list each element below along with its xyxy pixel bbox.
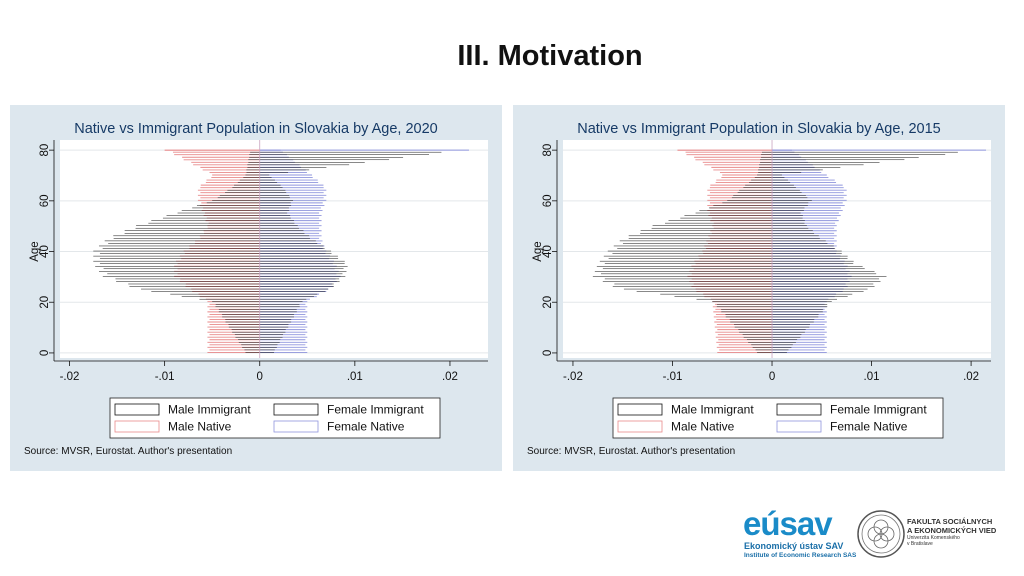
legend-female-immigrant-label: Female Immigrant — [327, 403, 424, 417]
y-tick-label: 80 — [542, 144, 554, 157]
chart-panel-2015: Native vs Immigrant Population in Slovak… — [513, 105, 1005, 471]
source-note: Source: MVSR, Eurostat. Author's present… — [24, 446, 232, 457]
eusav-logo-line1: Ekonomický ústav SAV — [744, 541, 844, 551]
fsev-seal-icon — [857, 510, 905, 558]
fsev-line3: Univerzita Komenského — [907, 535, 960, 541]
legend-female-native-swatch — [273, 420, 319, 433]
slide-title: III. Motivation — [457, 40, 643, 72]
legend-female-native-swatch — [776, 420, 822, 433]
y-tick-label: 40 — [39, 245, 51, 258]
x-tick-label: .01 — [347, 371, 363, 383]
legend-male-immigrant-label: Male Immigrant — [168, 403, 251, 417]
chart-title: Native vs Immigrant Population in Slovak… — [74, 121, 438, 137]
eusav-logo: eúsav — [743, 505, 833, 542]
eusav-logo-line2: Institute of Economic Research SAS — [744, 552, 857, 559]
legend-female-native-label: Female Native — [830, 420, 908, 434]
chart-title: Native vs Immigrant Population in Slovak… — [577, 121, 941, 137]
fsev-line1: FAKULTA SOCIÁLNYCH — [907, 517, 993, 526]
legend-female-immigrant-swatch — [776, 403, 822, 416]
y-tick-label: 60 — [542, 194, 554, 207]
x-tick-label: -.01 — [155, 371, 175, 383]
x-tick-label: 0 — [769, 371, 775, 383]
y-axis-label: Age — [29, 241, 41, 261]
legend-female-native-label: Female Native — [327, 420, 405, 434]
legend-male-native-label: Male Native — [168, 420, 232, 434]
x-tick-label: -.02 — [60, 371, 80, 383]
legend-female-immigrant-label: Female Immigrant — [830, 403, 927, 417]
y-axis-label: Age — [532, 241, 544, 261]
y-tick-label: 0 — [542, 350, 554, 356]
legend-male-immigrant-swatch — [617, 403, 663, 416]
legend-male-native-swatch — [114, 420, 160, 433]
x-tick-label: -.02 — [563, 371, 583, 383]
y-tick-label: 0 — [39, 350, 51, 356]
y-tick-label: 40 — [542, 245, 554, 258]
fsev-line4: v Bratislave — [907, 541, 933, 547]
fsev-line2: A EKONOMICKÝCH VIED — [907, 526, 997, 535]
y-tick-label: 80 — [39, 144, 51, 157]
source-note: Source: MVSR, Eurostat. Author's present… — [527, 446, 735, 457]
x-tick-label: -.01 — [663, 371, 683, 383]
x-tick-label: 0 — [257, 371, 263, 383]
x-tick-label: .02 — [963, 371, 979, 383]
chart-panel-2020: Native vs Immigrant Population in Slovak… — [10, 105, 502, 471]
legend-male-immigrant-swatch — [114, 403, 160, 416]
y-tick-label: 20 — [39, 296, 51, 309]
pyramid-chart-2020: Native vs Immigrant Population in Slovak… — [24, 121, 488, 457]
legend-male-immigrant-label: Male Immigrant — [671, 403, 754, 417]
x-tick-label: .02 — [442, 371, 458, 383]
y-tick-label: 20 — [542, 296, 554, 309]
pyramid-chart-2015: Native vs Immigrant Population in Slovak… — [527, 121, 991, 457]
legend-female-immigrant-swatch — [273, 403, 319, 416]
x-tick-label: .01 — [864, 371, 880, 383]
fsev-logo-text: FAKULTA SOCIÁLNYCH A EKONOMICKÝCH VIED U… — [907, 517, 996, 547]
y-tick-label: 60 — [39, 194, 51, 207]
logos: eúsav Ekonomický ústav SAV Institute of … — [740, 505, 1020, 570]
legend-male-native-label: Male Native — [671, 420, 735, 434]
legend-male-native-swatch — [617, 420, 663, 433]
